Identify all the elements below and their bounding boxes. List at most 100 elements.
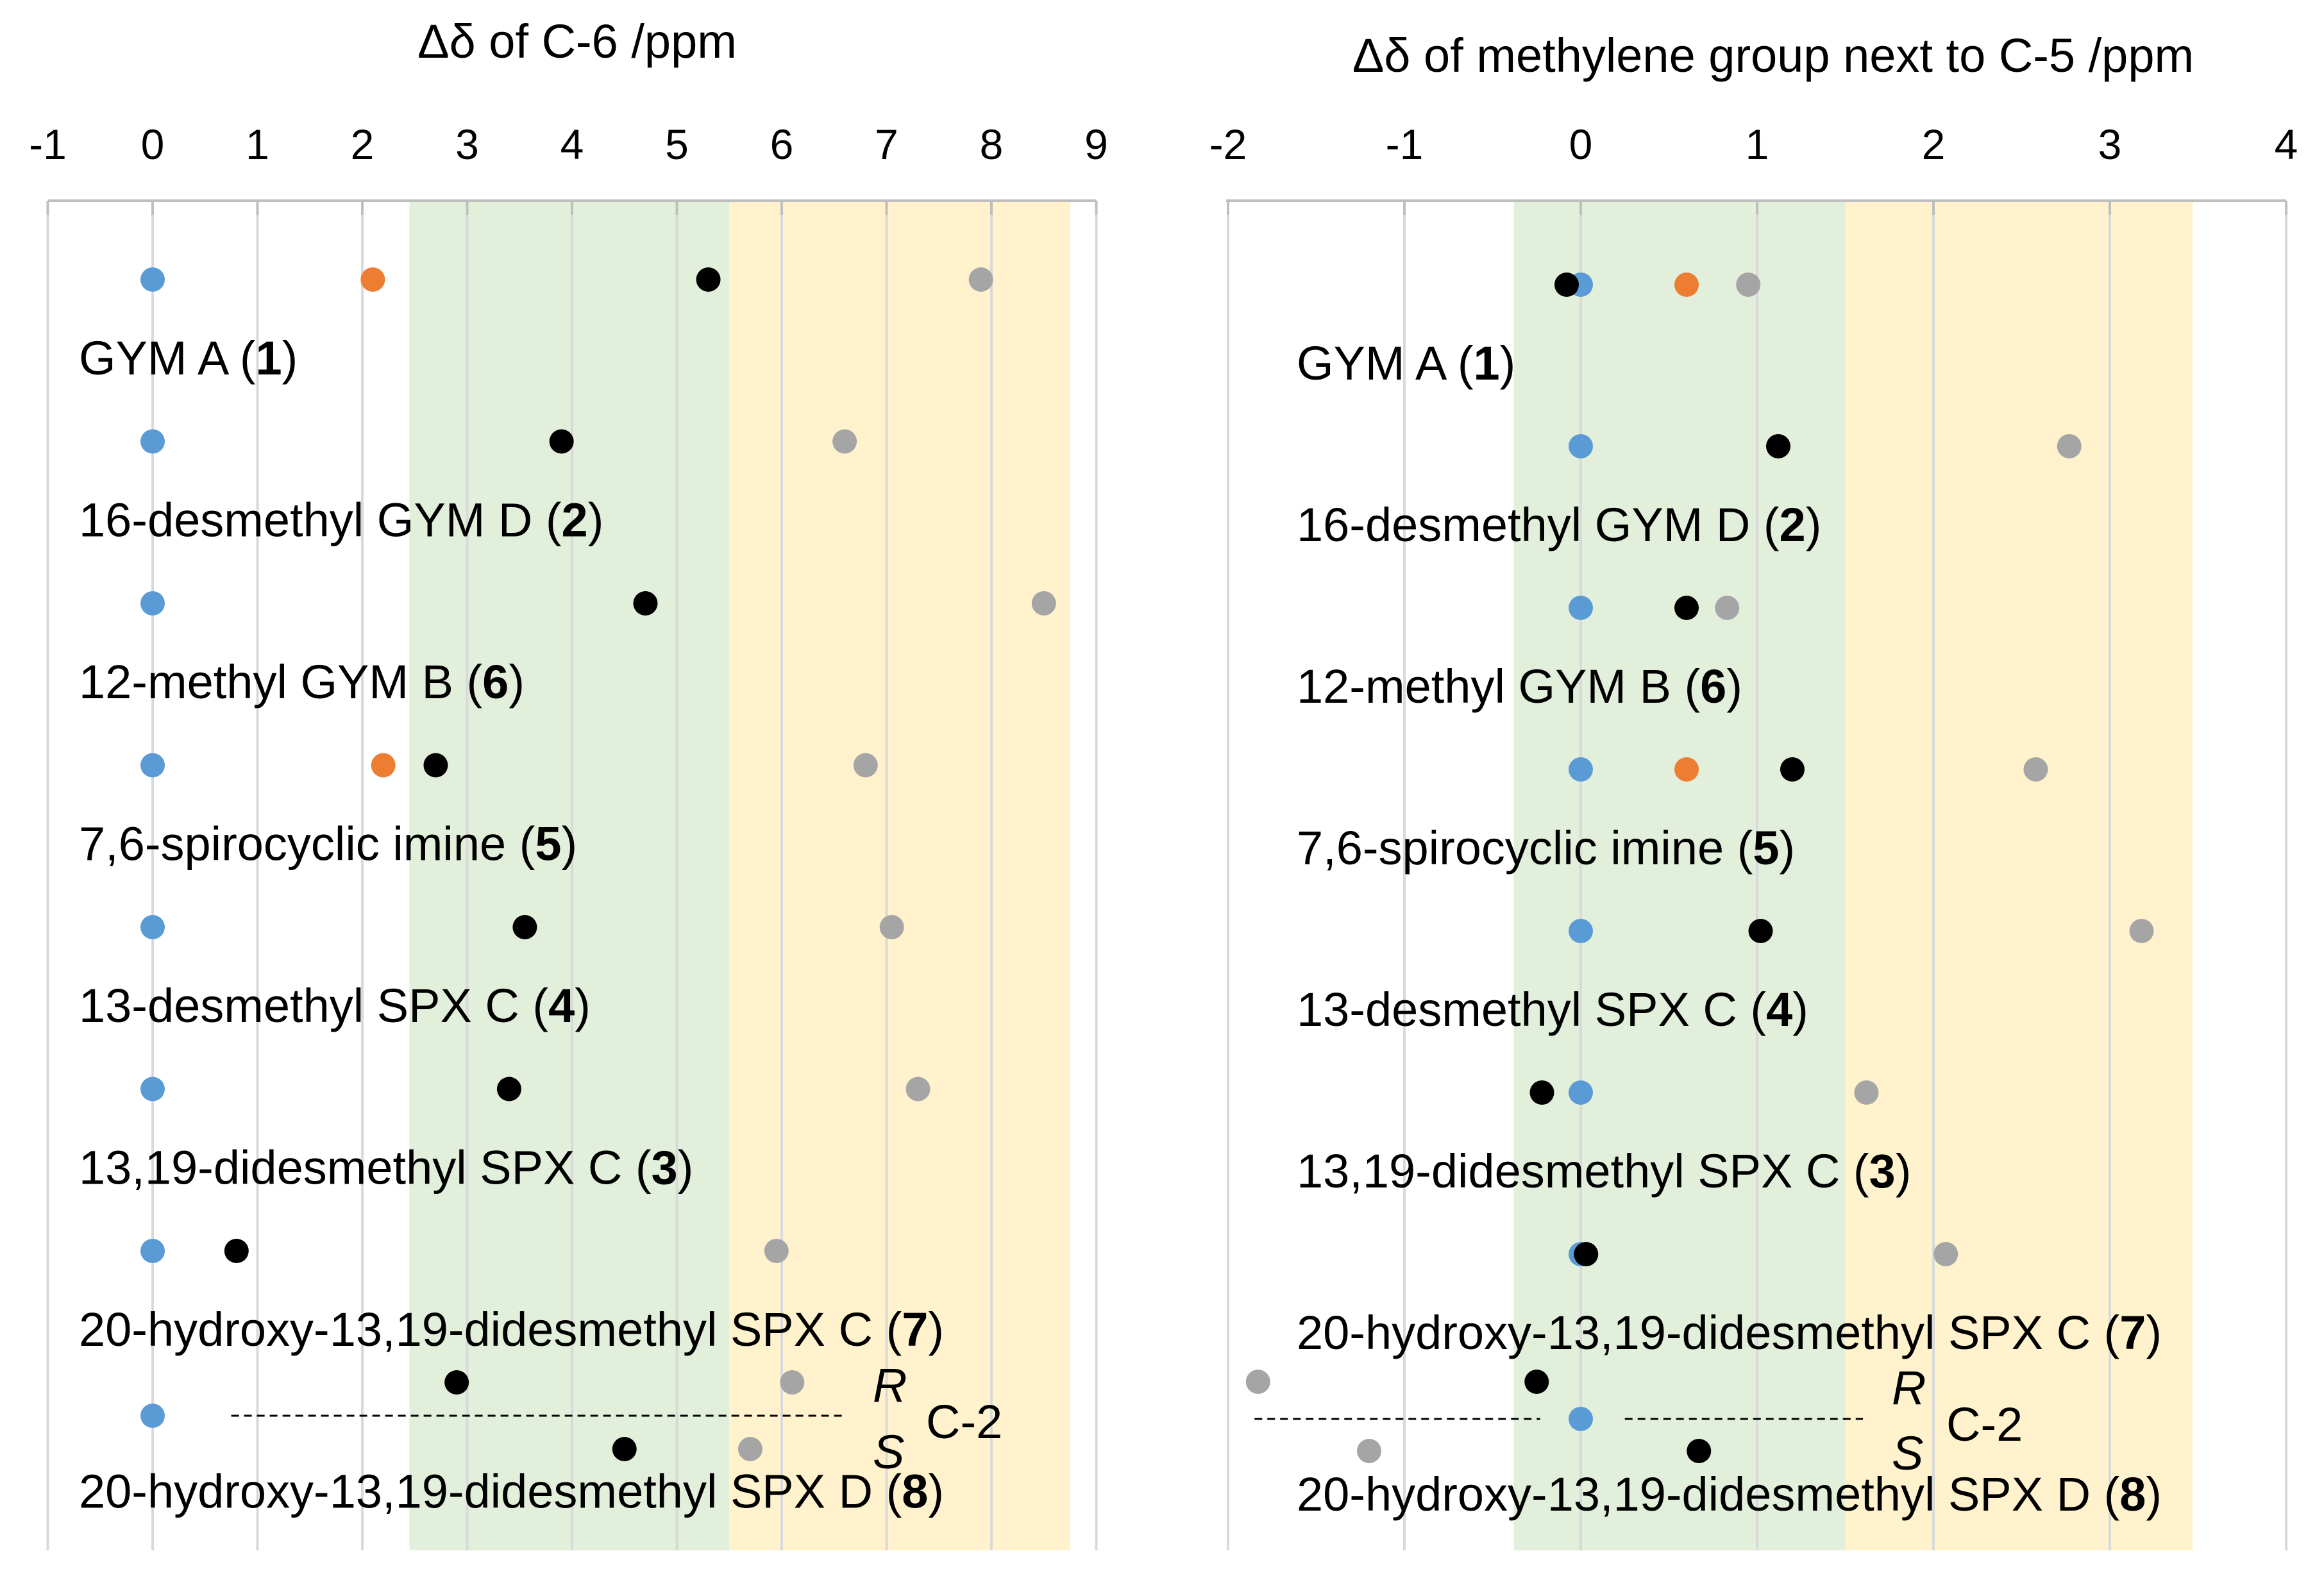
data-point	[2129, 919, 2154, 943]
data-point	[1569, 1080, 1593, 1105]
compound-number: 1	[1474, 337, 1500, 390]
data-point	[764, 1239, 789, 1263]
data-point	[1245, 1370, 1270, 1394]
c2-label: C-2	[1946, 1398, 2023, 1451]
compound-close: )	[678, 1141, 694, 1195]
compound-number: 2	[1780, 498, 1806, 551]
data-point	[1736, 273, 1761, 297]
compound-label: 13,19-didesmethyl SPX C (3)	[79, 1141, 693, 1195]
data-point	[1933, 1242, 1958, 1266]
compound-number: 4	[548, 979, 575, 1032]
data-point	[1569, 434, 1593, 458]
compound-name: GYM A (	[1297, 337, 1474, 390]
chart-panel-c6: Δδ of C-6 /ppm -1 0 1 2 3 4 5 6 7 8 9 GYM A (1)16-…	[29, 15, 1108, 1550]
data-point	[1569, 596, 1593, 620]
data-point	[1569, 919, 1593, 943]
compound-close: )	[928, 1303, 944, 1356]
compound-name: 13-desmethyl SPX C (	[1297, 983, 1766, 1036]
band-1	[1845, 202, 2193, 1550]
compound-name: 20-hydroxy-13,19-didesmethyl SPX D (	[1297, 1468, 2120, 1521]
data-point	[140, 267, 165, 292]
compound-label: 20-hydroxy-13,19-didesmethyl SPX D (8)	[1297, 1468, 2162, 1521]
r-label: R	[1892, 1361, 1926, 1414]
compound-name: 13,19-didesmethyl SPX C (	[1297, 1145, 1869, 1198]
compound-name: 20-hydroxy-13,19-didesmethyl SPX C (	[79, 1303, 902, 1356]
data-point	[968, 267, 993, 292]
data-point	[1674, 596, 1699, 620]
data-point	[1715, 596, 1740, 620]
compound-close: )	[562, 818, 578, 871]
data-point	[140, 753, 165, 778]
data-point	[140, 915, 165, 939]
compound-name: 16-desmethyl GYM D (	[1297, 498, 1780, 551]
data-point	[423, 753, 448, 778]
c2-annotation: R S C-2	[1892, 1361, 2023, 1480]
compound-name: 7,6-spirocyclic imine (	[79, 818, 535, 871]
compound-labels: GYM A (1)16-desmethyl GYM D (2)12-methyl…	[79, 331, 944, 1518]
x-tick-label: 2	[351, 121, 375, 168]
x-tick-label: 2	[1922, 121, 1946, 168]
s-label: S	[1892, 1427, 1923, 1480]
data-point	[1766, 434, 1790, 458]
grid-lines	[1226, 199, 2287, 1550]
x-tick-label: 3	[2098, 121, 2122, 168]
x-tick-label: 6	[770, 121, 794, 168]
chart-title: Δδ of C-6 /ppm	[417, 15, 737, 68]
data-point	[1031, 591, 1056, 616]
compound-label: 13-desmethyl SPX C (4)	[79, 979, 591, 1032]
compound-number: 6	[1700, 660, 1726, 713]
compound-close: )	[509, 655, 525, 709]
data-point	[780, 1370, 805, 1395]
compound-name: 13-desmethyl SPX C (	[79, 979, 548, 1032]
data-point	[905, 1077, 930, 1102]
data-point	[1674, 273, 1699, 297]
data-point	[1357, 1439, 1381, 1463]
r-label: R	[873, 1359, 907, 1412]
x-tick-label: 9	[1084, 121, 1108, 168]
compound-number: 8	[902, 1465, 928, 1518]
compound-label: 20-hydroxy-13,19-didesmethyl SPX C (7)	[1297, 1306, 2162, 1359]
data-point	[1780, 757, 1805, 782]
data-point	[879, 915, 904, 939]
x-tick-label: 7	[875, 121, 898, 168]
compound-label: 13-desmethyl SPX C (4)	[1297, 983, 1808, 1036]
x-tick-label: 3	[455, 121, 479, 168]
x-tick-label: 1	[246, 121, 269, 168]
compound-number: 6	[482, 655, 509, 709]
x-tick-label: 0	[1569, 121, 1593, 168]
compound-name: 7,6-spirocyclic imine (	[1297, 821, 1753, 875]
compound-close: )	[1806, 498, 1822, 551]
x-tick-labels: -1 0 1 2 3 4 5 6 7 8 9	[29, 121, 1108, 168]
x-tick-label: 1	[1746, 121, 1769, 168]
compound-close: )	[282, 331, 298, 385]
data-point	[737, 1437, 762, 1461]
data-point	[1529, 1080, 1554, 1105]
data-point	[224, 1239, 249, 1263]
compound-label: 12-methyl GYM B (6)	[1297, 660, 1742, 713]
c2-annotation: R S C-2	[873, 1359, 1002, 1479]
compound-number: 8	[2119, 1468, 2146, 1521]
data-point	[140, 1239, 165, 1263]
data-point	[2057, 434, 2082, 458]
data-point	[140, 1404, 165, 1428]
data-point	[2023, 757, 2048, 782]
compound-name: GYM A (	[79, 331, 256, 385]
data-point	[853, 753, 878, 778]
compound-close: )	[1780, 821, 1796, 875]
data-point	[140, 1077, 165, 1102]
compound-number: 3	[652, 1141, 678, 1195]
compound-number: 7	[2119, 1306, 2146, 1359]
compound-labels: GYM A (1)16-desmethyl GYM D (2)12-methyl…	[1297, 337, 2162, 1521]
compound-number: 7	[902, 1303, 928, 1356]
data-point	[1524, 1370, 1549, 1394]
data-point	[444, 1370, 469, 1395]
band-1	[729, 202, 1070, 1550]
compound-label: 12-methyl GYM B (6)	[79, 655, 525, 709]
compound-number: 5	[535, 818, 561, 871]
x-tick-label: 4	[560, 121, 584, 168]
compound-label: 16-desmethyl GYM D (2)	[1297, 498, 1821, 551]
compound-label: 20-hydroxy-13,19-didesmethyl SPX C (7)	[79, 1303, 944, 1356]
data-point	[1687, 1439, 1712, 1463]
x-tick-label: 4	[2275, 121, 2298, 168]
